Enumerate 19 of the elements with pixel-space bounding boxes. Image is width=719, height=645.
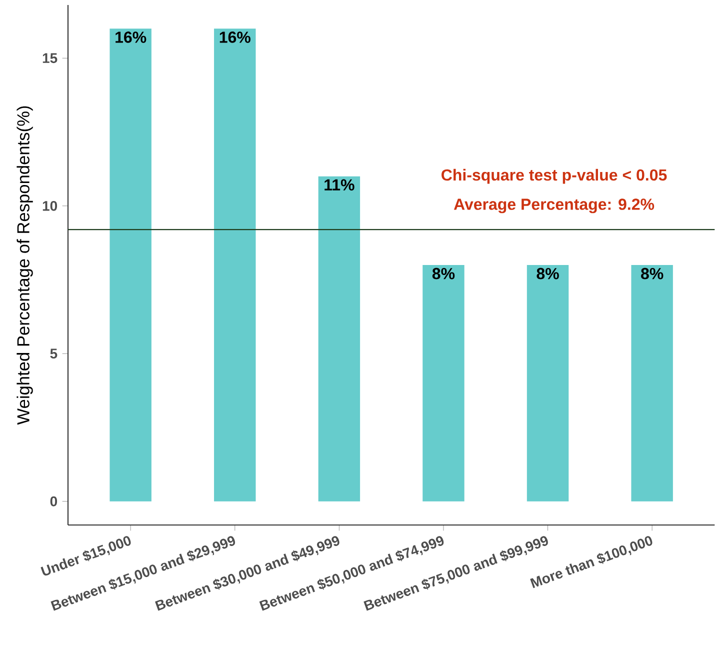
bar	[526, 264, 569, 502]
data-label: 16%	[116, 32, 146, 43]
data-label: 8%	[432, 268, 455, 280]
ref-line-label: Average Percentage: 9.2%	[454, 198, 654, 214]
bar	[422, 264, 464, 502]
data-label: 11%	[324, 179, 354, 191]
y-tick-label: 0	[50, 496, 58, 506]
bar	[631, 264, 673, 502]
annotation: Chi-square test p-value < 0.05	[442, 168, 667, 184]
data-label: 16%	[220, 32, 250, 43]
y-tick-label: 10	[42, 200, 58, 211]
y-tick-label: 15	[42, 53, 58, 64]
bar	[318, 176, 360, 502]
y-tick-label: 5	[50, 348, 58, 359]
data-label: 8%	[641, 268, 664, 280]
y-axis-title: Weighted Percentage of Respondents(%)	[16, 106, 33, 425]
data-label: 8%	[536, 268, 559, 280]
bar	[110, 28, 152, 502]
bar	[214, 28, 256, 502]
